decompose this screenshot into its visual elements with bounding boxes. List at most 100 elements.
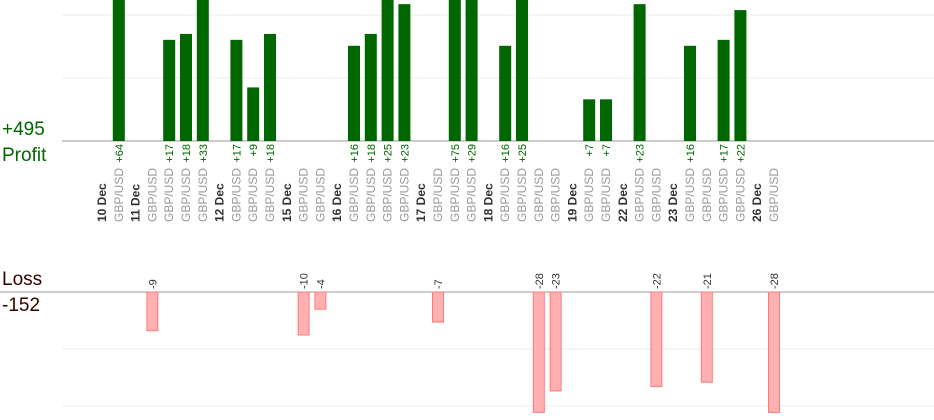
pair-label: GBP/USD xyxy=(599,168,613,222)
profit-bar xyxy=(633,4,646,142)
profit-value-label: +75 xyxy=(450,144,462,163)
profit-value-label: +23 xyxy=(635,144,647,163)
profit-bar xyxy=(163,39,176,141)
pair-label: GBP/USD xyxy=(381,168,395,222)
profit-value-label: +16 xyxy=(500,144,512,163)
profit-value-label: +29 xyxy=(467,144,479,163)
profit-label: Profit xyxy=(2,145,47,166)
pair-label: GBP/USD xyxy=(297,168,311,222)
profit-total: +495 xyxy=(2,119,45,140)
pair-label: GBP/USD xyxy=(196,168,210,222)
loss-total: -152 xyxy=(2,295,41,316)
loss-bar xyxy=(549,291,562,392)
pair-label: GBP/USD xyxy=(397,168,411,222)
profit-bar xyxy=(583,99,596,141)
pair-label: GBP/USD xyxy=(649,168,663,222)
pair-label: GBP/USD xyxy=(549,168,563,222)
pair-label: GBP/USD xyxy=(733,168,747,222)
pair-label: GBP/USD xyxy=(448,168,462,222)
loss-bar xyxy=(650,291,663,388)
date-label: 15 Dec xyxy=(280,183,294,222)
profit-value-label: +16 xyxy=(685,144,697,163)
profit-bar xyxy=(516,0,528,141)
profit-bar xyxy=(264,33,276,141)
profit-bar xyxy=(230,39,243,141)
profit-value-label: +7 xyxy=(601,144,613,157)
loss-value-label: -23 xyxy=(551,273,563,289)
pair-label: GBP/USD xyxy=(364,168,378,222)
loss-value-label: -28 xyxy=(534,273,546,289)
profit-value-label: +22 xyxy=(735,144,747,163)
pair-label: GBP/USD xyxy=(582,168,596,222)
loss-bar xyxy=(768,291,780,413)
pair-label: GBP/USD xyxy=(112,168,126,222)
profit-bar xyxy=(180,33,192,141)
profit-bar xyxy=(364,33,377,141)
date-label: 17 Dec xyxy=(414,183,428,222)
loss-value-label: -10 xyxy=(299,273,311,289)
profit-bar xyxy=(381,0,394,141)
profit-value-label: +18 xyxy=(366,144,378,163)
pair-label: GBP/USD xyxy=(532,168,546,222)
pair-label: GBP/USD xyxy=(717,168,731,222)
loss-bar xyxy=(532,291,545,413)
date-label: 16 Dec xyxy=(330,183,344,222)
loss-value-label: -9 xyxy=(147,279,159,289)
profit-bar xyxy=(247,87,260,141)
loss-bar xyxy=(432,291,444,323)
loss-bar xyxy=(314,291,327,310)
pair-label: GBP/USD xyxy=(465,168,479,222)
profit-value-label: +23 xyxy=(399,144,411,163)
date-label: 26 Dec xyxy=(750,183,764,222)
profit-bar xyxy=(112,0,125,141)
profit-value-label: +18 xyxy=(265,144,277,163)
profit-value-label: +25 xyxy=(383,144,395,163)
pair-label: GBP/USD xyxy=(767,168,781,222)
profit-bar xyxy=(684,45,696,141)
date-label: 19 Dec xyxy=(565,183,579,222)
pair-label: GBP/USD xyxy=(145,168,159,222)
loss-value-label: -22 xyxy=(651,273,663,289)
loss-bar xyxy=(700,291,713,383)
loss-value-label: -4 xyxy=(315,279,327,289)
profit-value-label: +17 xyxy=(719,144,731,163)
profit-bar xyxy=(465,0,478,141)
profit-bar xyxy=(717,39,730,141)
pair-label: GBP/USD xyxy=(162,168,176,222)
profit-bar xyxy=(196,0,209,141)
profit-bar xyxy=(448,0,461,141)
profit-value-label: +16 xyxy=(349,144,361,163)
profit-value-label: +33 xyxy=(198,144,210,163)
date-label: 10 Dec xyxy=(95,183,109,222)
pair-label: GBP/USD xyxy=(263,168,277,222)
profit-value-label: +25 xyxy=(517,144,529,163)
profit-value-label: +9 xyxy=(248,144,260,157)
profit-value-label: +18 xyxy=(181,144,193,163)
profit-value-label: +64 xyxy=(114,144,126,163)
loss-value-label: -7 xyxy=(433,279,445,289)
pair-label: GBP/USD xyxy=(246,168,260,222)
pair-label: GBP/USD xyxy=(313,168,327,222)
loss-value-label: -28 xyxy=(769,273,781,289)
date-label: 12 Dec xyxy=(213,183,227,222)
profit-value-label: +17 xyxy=(164,144,176,163)
pair-label: GBP/USD xyxy=(229,168,243,222)
pair-label: GBP/USD xyxy=(431,168,445,222)
profit-bar xyxy=(398,4,411,142)
date-label: 18 Dec xyxy=(481,183,495,222)
profit-bar xyxy=(600,99,612,141)
profit-bar xyxy=(348,45,360,141)
profit-bar xyxy=(499,45,512,141)
date-label: 11 Dec xyxy=(129,184,143,222)
loss-label: Loss xyxy=(2,269,43,290)
pair-label: GBP/USD xyxy=(498,168,512,222)
pair-label: GBP/USD xyxy=(179,168,193,222)
loss-bar xyxy=(146,291,159,332)
profit-value-label: +7 xyxy=(584,144,596,157)
profit-value-label: +17 xyxy=(231,144,243,163)
loss-bar xyxy=(297,291,310,336)
pair-label: GBP/USD xyxy=(347,168,361,222)
pair-label: GBP/USD xyxy=(515,168,529,222)
pair-label: GBP/USD xyxy=(633,168,647,222)
